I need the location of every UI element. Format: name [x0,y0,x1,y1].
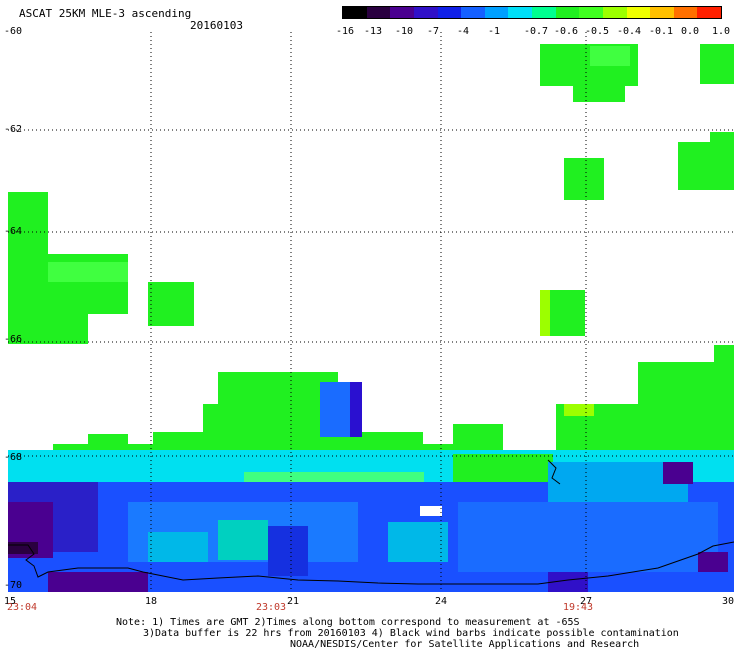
colorbar-step-3 [390,7,414,18]
data-cell [350,382,362,437]
y-tick-label: -66 [4,334,23,345]
data-cell [453,424,503,454]
data-cell [710,132,734,146]
data-cell [88,434,128,448]
data-cell [268,526,308,576]
colorbar-label: -4 [456,26,470,37]
map-panel [8,32,734,592]
colorbar-step-1 [343,7,367,18]
data-gap [420,506,442,516]
colorbar-step-4 [413,7,438,18]
data-cell [48,572,148,592]
colorbar-label: -0.5 [584,26,610,37]
colorbar-step-12 [602,7,627,18]
y-tick-label: -68 [4,452,23,463]
colorbar-label: -0.4 [616,26,642,37]
data-cell [663,462,693,484]
data-cell [714,345,734,375]
data-cell [8,312,88,344]
colorbar-step-7 [484,7,509,18]
data-cell [48,262,128,282]
graticule [8,32,734,592]
data-cell [8,542,38,554]
colorbar-step-13 [626,7,651,18]
x-tick-label: 24 [434,596,448,607]
colorbar-step-14 [650,7,674,18]
header-date: 20160103 [190,19,243,32]
x-tick-label: 21 [286,596,300,607]
colorbar-step-6 [461,7,485,18]
data-cell [148,532,208,562]
colorbar-label: -0.6 [553,26,579,37]
data-cell [320,382,350,437]
data-cell [564,158,604,200]
colorbar-step-11 [579,7,603,18]
colorbar-label: -16 [335,26,355,37]
data-cell [564,404,594,416]
y-tick-label: -70 [4,580,23,591]
colorbar-step-10 [555,7,580,18]
y-tick-label: -64 [4,226,23,237]
data-cell [458,502,718,572]
data-cell [698,552,728,572]
data-cell [540,290,550,336]
colorbar-label: 1.0 [711,26,731,37]
colorbar-step-8 [508,7,532,18]
time-label: 19:43 [562,602,594,613]
y-tick-label: -62 [4,124,23,135]
coastline [8,541,734,585]
colorbar-label: -7 [426,26,440,37]
y-tick-label: -60 [4,26,23,37]
time-label: 23:04 [6,602,38,613]
data-cell [548,572,588,592]
note-line-2: 3)Data buffer is 22 hrs from 20160103 4)… [143,628,679,639]
data-cell [8,192,48,254]
x-tick-label: 15 [3,596,17,607]
data-cell [388,522,448,562]
colorbar-label: -0.1 [648,26,674,37]
x-tick-label: 18 [144,596,158,607]
time-label: 23:03 [255,602,287,613]
header-title: ASCAT 25KM MLE-3 ascending [19,7,192,20]
x-tick-label: 30 [721,596,735,607]
colorbar-step-9 [532,7,556,18]
data-cell [590,46,630,66]
x-tick-label: 27 [579,596,593,607]
data-cell [700,44,734,84]
colorbar-step-5 [437,7,462,18]
data-cell [218,520,268,560]
colorbar-label: 0.0 [680,26,700,37]
coastline [547,459,561,485]
note-line-3: NOAA/NESDIS/Center for Satellite Applica… [290,639,640,650]
colorbar-label: -13 [363,26,383,37]
colorbar-step-15 [673,7,698,18]
colorbar-label: -1 [487,26,501,37]
colorbar-label: -10 [394,26,414,37]
colorbar-step-2 [366,7,391,18]
data-cell [678,142,734,190]
data-cell [573,84,625,102]
colorbar [342,6,722,19]
colorbar-step-16 [697,7,721,18]
wind-field-cells [8,44,734,592]
colorbar-label: -0.7 [523,26,549,37]
data-cell [148,282,194,326]
note-line-1: Note: 1) Times are GMT 2)Times along bot… [116,617,580,628]
